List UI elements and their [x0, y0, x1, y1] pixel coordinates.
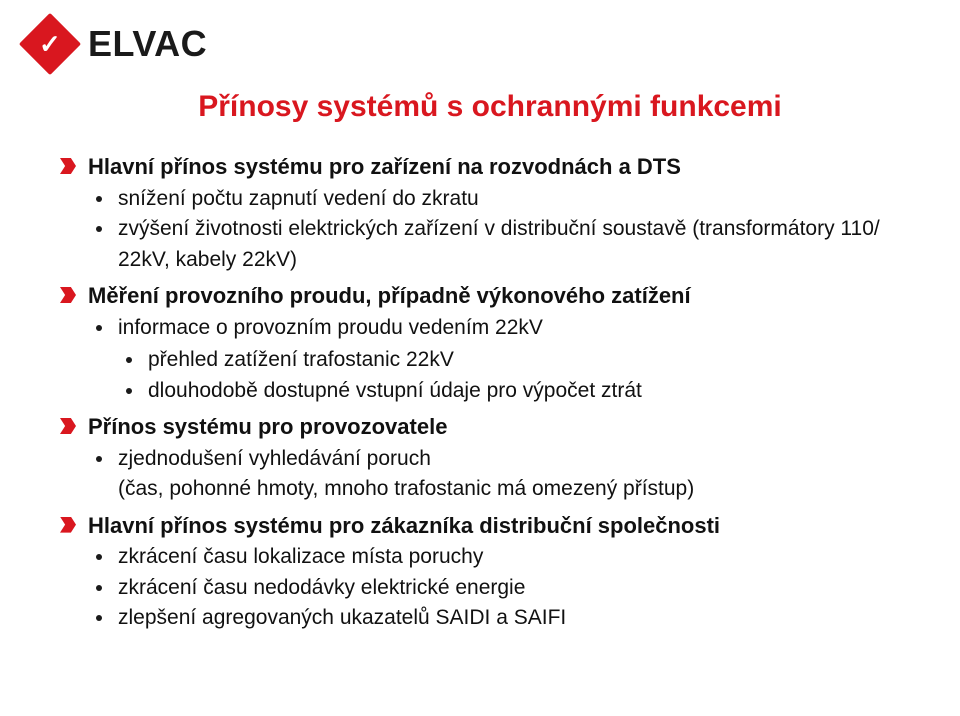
- lvl2-label: zvýšení životnosti elektrických zařízení…: [118, 217, 880, 270]
- lvl3-item: přehled zatížení trafostanic 22kV: [148, 345, 920, 375]
- lvl2-label: (čas, pohonné hmoty, mnoho trafostanic m…: [118, 477, 694, 500]
- lvl2-list: zjednodušení vyhledávání poruch (čas, poh…: [88, 444, 920, 505]
- lvl3-label: dlouhodobě dostupné vstupní údaje pro vý…: [148, 379, 642, 402]
- brand-mark-glyph: ✓: [39, 31, 61, 57]
- slide-body: Přínosy systémů s ochrannými funkcemi Hl…: [60, 90, 920, 640]
- lvl2-item: zvýšení životnosti elektrických zařízení…: [118, 214, 920, 275]
- lvl2-item: (čas, pohonné hmoty, mnoho trafostanic m…: [118, 474, 920, 504]
- lvl1-item: Hlavní přínos systému pro zákazníka dist…: [88, 511, 920, 634]
- lvl2-label: zlepšení agregovaných ukazatelů SAIDI a …: [118, 606, 566, 629]
- bullet-list: Hlavní přínos systému pro zařízení na ro…: [60, 152, 920, 634]
- lvl1-label: Hlavní přínos systému pro zákazníka dist…: [88, 513, 720, 538]
- lvl2-label: zkrácení času nedodávky elektrické energ…: [118, 576, 525, 599]
- brand-mark: ✓: [19, 13, 81, 75]
- lvl1-item: Měření provozního proudu, případně výkon…: [88, 281, 920, 406]
- lvl2-list: informace o provozním proudu vedením 22k…: [88, 313, 920, 406]
- lvl1-label: Přínos systému pro provozovatele: [88, 414, 447, 439]
- lvl1-label: Měření provozního proudu, případně výkon…: [88, 283, 691, 308]
- lvl2-list: snížení počtu zapnutí vedení do zkratu zv…: [88, 184, 920, 275]
- slide-title: Přínosy systémů s ochrannými funkcemi: [60, 90, 920, 124]
- lvl3-item: dlouhodobě dostupné vstupní údaje pro vý…: [148, 376, 920, 406]
- lvl1-label: Hlavní přínos systému pro zařízení na ro…: [88, 154, 681, 179]
- lvl2-item: zjednodušení vyhledávání poruch: [118, 444, 920, 474]
- lvl3-label: přehled zatížení trafostanic 22kV: [148, 348, 454, 371]
- lvl2-label: informace o provozním proudu vedením 22k…: [118, 316, 543, 339]
- lvl2-list: zkrácení času lokalizace místa poruchy zk…: [88, 542, 920, 633]
- brand-name: ELVAC: [88, 23, 207, 65]
- lvl2-item: informace o provozním proudu vedením 22k…: [118, 313, 920, 406]
- brand-logo: ✓ ELVAC: [28, 22, 207, 66]
- lvl1-item: Hlavní přínos systému pro zařízení na ro…: [88, 152, 920, 275]
- lvl1-item: Přínos systému pro provozovatele zjednodu…: [88, 412, 920, 505]
- bullet-mask: [94, 484, 104, 494]
- lvl2-item: zkrácení času nedodávky elektrické energ…: [118, 573, 920, 603]
- lvl3-list: přehled zatížení trafostanic 22kV dlouhod…: [118, 345, 920, 406]
- lvl2-label: snížení počtu zapnutí vedení do zkratu: [118, 187, 479, 210]
- lvl2-item: zkrácení času lokalizace místa poruchy: [118, 542, 920, 572]
- lvl2-label: zkrácení času lokalizace místa poruchy: [118, 545, 483, 568]
- lvl2-item: snížení počtu zapnutí vedení do zkratu: [118, 184, 920, 214]
- lvl2-item: zlepšení agregovaných ukazatelů SAIDI a …: [118, 603, 920, 633]
- lvl2-label: zjednodušení vyhledávání poruch: [118, 447, 431, 470]
